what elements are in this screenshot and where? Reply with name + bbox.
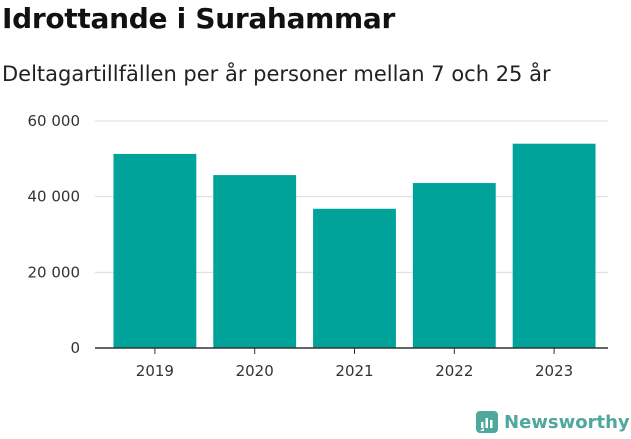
bar-2023 (512, 143, 596, 348)
chart-title: Idrottande i Surahammar (2, 2, 396, 35)
bar-2022 (412, 183, 496, 348)
y-tick-label: 60 000 (28, 112, 81, 130)
bar-2020 (213, 175, 297, 348)
chart-subtitle: Deltagartillfällen per år personer mella… (2, 62, 551, 86)
x-tick-label: 2021 (335, 362, 373, 380)
x-tick-label: 2019 (136, 362, 174, 380)
newsworthy-logo-icon (476, 411, 498, 433)
bar-2019 (113, 153, 197, 348)
newsworthy-brand: Newsworthy (476, 409, 630, 435)
bars (113, 143, 596, 348)
bar-2021 (313, 208, 396, 348)
y-tick-label: 0 (70, 339, 80, 357)
y-axis: 0 20 000 40 000 60 000 (28, 112, 81, 357)
x-axis: 2019 2020 2021 2022 2023 (95, 347, 608, 380)
y-tick-label: 40 000 (28, 188, 81, 206)
brand-name: Newsworthy (504, 411, 630, 433)
y-tick-label: 20 000 (28, 263, 81, 281)
x-tick-label: 2020 (236, 362, 274, 380)
x-tick-label: 2023 (535, 362, 573, 380)
x-tick-label: 2022 (435, 362, 473, 380)
